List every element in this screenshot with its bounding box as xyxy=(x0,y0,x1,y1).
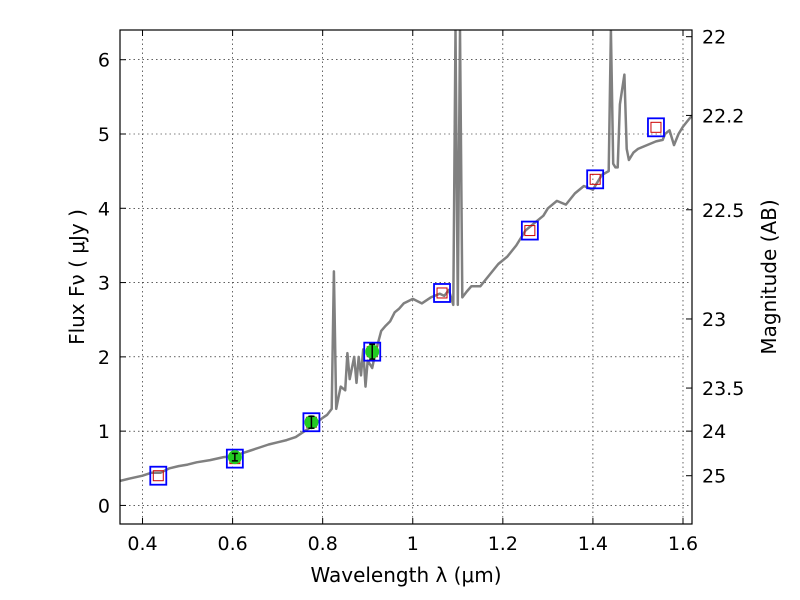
band-model-marker xyxy=(436,287,448,299)
y-tick-label: 4 xyxy=(98,198,110,220)
band-model-marker xyxy=(589,173,601,185)
x-tick-label: 1.6 xyxy=(668,533,698,555)
band-box xyxy=(225,448,244,469)
y-tick-label: 2 xyxy=(98,347,110,369)
band-box xyxy=(647,117,665,138)
band-box xyxy=(586,169,605,190)
x-tick-label: 0.4 xyxy=(127,533,157,555)
band-box xyxy=(433,283,451,303)
spectrum-line xyxy=(120,30,692,483)
y2-axis-title: Magnitude (AB) xyxy=(757,199,781,354)
x-tick-label: 1 xyxy=(407,533,419,555)
band-model-marker xyxy=(524,225,536,237)
band-model-marker xyxy=(650,121,662,133)
ticks-layer: 0.4 0.6 0.8 1 1.2 1.4 1.601234562222.222.52323… xyxy=(98,27,744,555)
y-tick-label: 6 xyxy=(98,50,110,72)
y2-tick-label: 24 xyxy=(702,421,726,443)
y2-tick-label: 25 xyxy=(702,466,726,488)
y2-tick-label: 22.2 xyxy=(702,105,744,127)
points-layer xyxy=(149,117,665,486)
y2-tick-label: 22.5 xyxy=(702,200,744,222)
y-tick-label: 1 xyxy=(98,421,110,443)
band-box xyxy=(520,220,539,241)
plot-frame xyxy=(119,29,693,525)
band-box xyxy=(302,412,321,433)
y2-tick-label: 22 xyxy=(702,27,726,49)
x-tick-label: 1.4 xyxy=(578,533,608,555)
y-axis-title: Flux Fν ( μJy ) xyxy=(65,209,89,345)
spectrum-layer xyxy=(120,30,692,483)
y-tick-label: 3 xyxy=(98,273,110,295)
band-box xyxy=(149,465,168,486)
y-tick-label: 5 xyxy=(98,124,110,146)
x-tick-label: 0.8 xyxy=(308,533,338,555)
y2-tick-label: 23.5 xyxy=(702,378,744,400)
y-tick-label: 0 xyxy=(98,495,110,517)
x-tick-label: 0.6 xyxy=(217,533,247,555)
y2-tick-label: 23 xyxy=(702,309,726,331)
grid xyxy=(120,30,692,524)
x-axis-title: Wavelength λ (μm) xyxy=(310,563,501,587)
band-model-marker xyxy=(152,470,164,482)
band-box xyxy=(363,341,382,362)
x-tick-label: 1.2 xyxy=(488,533,518,555)
